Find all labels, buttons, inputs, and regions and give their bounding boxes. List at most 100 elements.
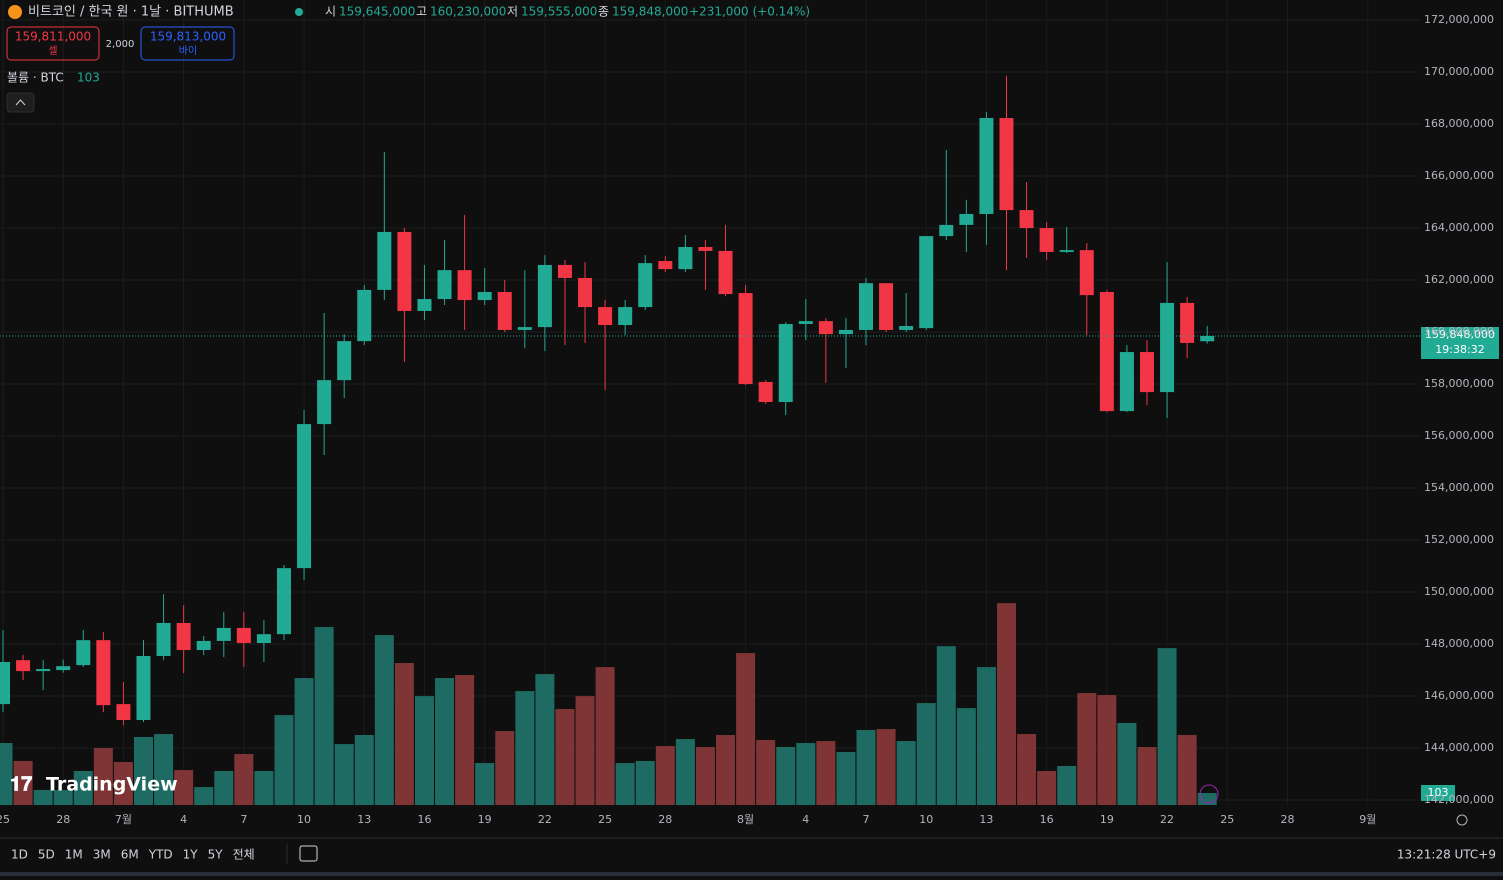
range-button[interactable]: 1D	[11, 848, 28, 862]
candle-body	[457, 270, 472, 301]
collapse-icon	[15, 99, 26, 106]
sell-label: 셀	[48, 45, 57, 57]
volume-bar	[435, 678, 455, 805]
x-tick-label: 25	[1220, 813, 1234, 826]
x-tick-label: 9월	[1359, 813, 1376, 826]
last-price: 159,848,000	[1425, 328, 1495, 341]
volume-bar	[836, 752, 856, 805]
volume-bar	[997, 603, 1016, 805]
candle-body	[678, 247, 693, 270]
volume-bar	[475, 763, 495, 805]
candle-body	[337, 341, 352, 381]
volume-bar	[1137, 746, 1157, 805]
high-label: 고	[416, 5, 427, 19]
candle-body	[1200, 335, 1215, 342]
range-button[interactable]: 6M	[121, 848, 139, 862]
y-tick-label: 162,000,000	[1424, 273, 1494, 286]
last-price-tag	[1421, 326, 1499, 359]
range-button[interactable]: 5D	[38, 848, 55, 862]
y-tick-label: 150,000,000	[1424, 585, 1494, 598]
buy-button[interactable]	[140, 26, 235, 61]
candle-body	[879, 283, 894, 330]
sell-button[interactable]	[6, 26, 100, 61]
candle-body	[1019, 210, 1034, 229]
candle-body	[96, 640, 111, 706]
candle-body	[1119, 352, 1134, 412]
range-button[interactable]: 1M	[65, 848, 83, 862]
volume-bar	[455, 675, 475, 805]
volume-bar	[896, 741, 916, 805]
candle-body	[818, 321, 833, 335]
volume-bar	[53, 789, 73, 805]
status-dot	[295, 8, 303, 16]
y-tick-label: 160,000,000	[1424, 325, 1494, 338]
volume-bar	[294, 678, 314, 805]
x-tick-label: 7	[863, 813, 870, 826]
y-tick-label: 152,000,000	[1424, 533, 1494, 546]
volume-bar	[916, 703, 936, 805]
candle-body	[136, 656, 151, 720]
y-tick-label: 168,000,000	[1424, 117, 1494, 130]
x-tick-label: 19	[1100, 813, 1114, 826]
settings-icon[interactable]	[1456, 814, 1468, 826]
volume-bar	[254, 770, 274, 805]
candle-body	[116, 704, 131, 720]
candle-body	[276, 568, 291, 635]
x-tick-label: 16	[417, 813, 431, 826]
volume-bar	[0, 743, 13, 805]
candle-body	[256, 634, 271, 644]
candle-body	[517, 327, 532, 330]
candle-body	[357, 289, 372, 342]
candle-body	[838, 329, 853, 335]
volume-bar	[695, 746, 715, 805]
volume-bar	[214, 770, 234, 805]
date-range-icon[interactable]	[299, 845, 318, 862]
candle-body	[176, 622, 191, 651]
y-tick-label: 154,000,000	[1424, 481, 1494, 494]
collapse-button[interactable]	[6, 92, 35, 113]
candle-body	[578, 277, 593, 308]
candle-body	[76, 640, 91, 666]
change: +231,000 (+0.14%)	[689, 5, 810, 19]
countdown: 19:38:32	[1435, 343, 1484, 356]
y-tick-label: 170,000,000	[1424, 65, 1494, 78]
range-button[interactable]: 1Y	[183, 848, 199, 862]
candle-body	[377, 231, 392, 290]
volume-bar	[796, 743, 816, 805]
x-tick-label: 28	[658, 813, 672, 826]
y-tick-label: 146,000,000	[1424, 689, 1494, 702]
volume-bar	[1197, 793, 1217, 805]
range-button[interactable]: 5Y	[208, 848, 224, 862]
logo: TradingView	[46, 774, 178, 796]
candle-body	[36, 669, 51, 672]
candle-body	[738, 293, 753, 385]
clock: 13:21:28 UTC+9	[1397, 848, 1496, 862]
volume-bar	[635, 760, 655, 805]
candle-body	[1099, 291, 1114, 412]
candle-body	[236, 627, 251, 644]
range-button[interactable]: 3M	[93, 848, 111, 862]
candle-body	[979, 118, 994, 214]
candle-body	[658, 261, 673, 270]
y-tick-label: 166,000,000	[1424, 169, 1494, 182]
volume-bar	[133, 736, 153, 805]
x-tick-label: 22	[538, 813, 552, 826]
x-tick-label: 13	[979, 813, 993, 826]
range-button[interactable]: YTD	[148, 848, 173, 862]
candle-body	[56, 666, 71, 671]
volume-bar	[33, 789, 53, 805]
candle-body	[698, 247, 713, 251]
x-tick-label: 7	[240, 813, 247, 826]
candle-body	[1039, 228, 1054, 252]
volume-bar	[1077, 693, 1097, 805]
x-tick-label: 28	[56, 813, 70, 826]
flash-icon[interactable]	[1199, 784, 1219, 804]
sell-price: 159,811,000	[15, 30, 91, 44]
volume-bar	[1057, 765, 1077, 805]
range-button[interactable]: 전체	[233, 848, 255, 862]
low-value: 159,555,000	[521, 5, 597, 19]
x-tick-label: 10	[297, 813, 311, 826]
volume-bar	[1117, 723, 1137, 805]
y-tick-label: 172,000,000	[1424, 13, 1494, 26]
